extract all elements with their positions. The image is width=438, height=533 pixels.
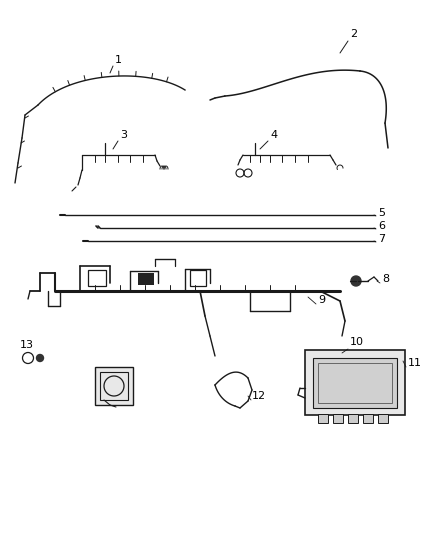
- Bar: [88, 270, 106, 286]
- Circle shape: [351, 276, 361, 286]
- Bar: [348, 414, 358, 423]
- Circle shape: [36, 354, 43, 361]
- Bar: [305, 350, 405, 415]
- Bar: [138, 273, 154, 285]
- Bar: [318, 414, 328, 423]
- Text: 11: 11: [408, 358, 422, 368]
- Bar: [100, 372, 128, 400]
- Text: 12: 12: [252, 391, 266, 401]
- Text: 1: 1: [115, 55, 122, 65]
- Text: 5: 5: [378, 208, 385, 218]
- Text: 10: 10: [350, 337, 364, 347]
- Bar: [313, 358, 397, 408]
- Bar: [378, 414, 388, 423]
- Bar: [95, 367, 133, 405]
- Bar: [318, 363, 392, 403]
- Text: 9: 9: [318, 295, 325, 305]
- Text: 2: 2: [350, 29, 357, 39]
- Text: 6: 6: [378, 221, 385, 231]
- Bar: [333, 414, 343, 423]
- Text: 7: 7: [378, 234, 385, 244]
- Text: 8: 8: [382, 274, 389, 284]
- Text: 13: 13: [20, 340, 34, 350]
- Bar: [190, 270, 206, 286]
- Bar: [363, 414, 373, 423]
- Text: 3: 3: [120, 130, 127, 140]
- Text: 4: 4: [270, 130, 277, 140]
